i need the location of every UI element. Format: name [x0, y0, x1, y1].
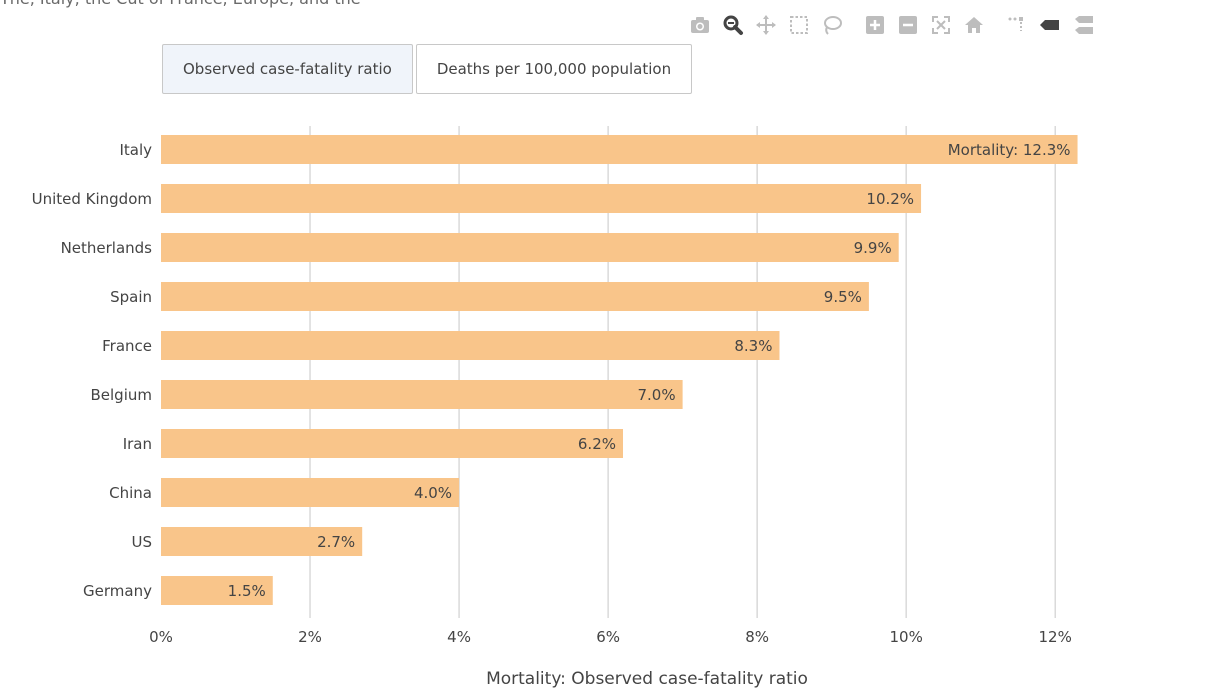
bar-data-label: 8.3% — [734, 337, 772, 355]
bar[interactable] — [161, 429, 623, 458]
bar-data-label: Mortality: 12.3% — [948, 141, 1071, 159]
deaths-per-100000-button[interactable]: Deaths per 100,000 population — [415, 44, 693, 94]
zoom-in-icon[interactable] — [861, 11, 889, 39]
pan-icon[interactable] — [752, 11, 780, 39]
bar-data-label: 7.0% — [638, 386, 676, 404]
bar[interactable] — [161, 380, 683, 409]
zoom-out-icon[interactable] — [894, 11, 922, 39]
y-category-label: Germany — [83, 582, 152, 600]
y-category-label: Spain — [110, 288, 152, 306]
x-tick-label: 6% — [596, 628, 620, 646]
bar[interactable] — [161, 282, 869, 311]
y-category-label: Netherlands — [61, 239, 153, 257]
bar-data-label: 10.2% — [866, 190, 914, 208]
zoom-icon[interactable] — [719, 11, 747, 39]
bar[interactable] — [161, 478, 460, 507]
x-tick-label: 10% — [889, 628, 922, 646]
y-category-label: China — [109, 484, 152, 502]
bar[interactable] — [161, 576, 273, 605]
camera-icon[interactable] — [686, 11, 714, 39]
bar[interactable] — [161, 184, 922, 213]
cropped-caption-text: The, Italy, the Cut of France, Europe, a… — [0, 0, 640, 9]
x-tick-label: 4% — [447, 628, 471, 646]
y-category-label: US — [131, 533, 152, 551]
x-tick-label: 2% — [298, 628, 322, 646]
bar[interactable] — [161, 331, 780, 360]
bar[interactable] — [161, 135, 1078, 164]
spike-lines-icon[interactable] — [1003, 11, 1031, 39]
x-tick-label: 12% — [1039, 628, 1072, 646]
y-category-label: United Kingdom — [32, 190, 152, 208]
hover-compare-icon[interactable] — [1069, 11, 1097, 39]
metric-toggle-group: Observed case-fatality ratio Deaths per … — [162, 44, 693, 94]
bar[interactable] — [161, 527, 363, 556]
observed-case-fatality-ratio-button[interactable]: Observed case-fatality ratio — [162, 44, 413, 94]
bar-data-label: 1.5% — [228, 582, 266, 600]
hover-closest-icon[interactable] — [1036, 11, 1064, 39]
y-category-label: Italy — [119, 141, 152, 159]
bar[interactable] — [161, 233, 899, 262]
x-tick-label: 8% — [745, 628, 769, 646]
bar-data-label: 4.0% — [414, 484, 452, 502]
lasso-icon[interactable] — [818, 11, 846, 39]
y-category-label: France — [102, 337, 152, 355]
bar-data-label: 9.9% — [854, 239, 892, 257]
bar-data-label: 6.2% — [578, 435, 616, 453]
x-axis-title: Mortality: Observed case-fatality ratio — [486, 669, 808, 689]
x-tick-label: 0% — [149, 628, 173, 646]
reset-axes-icon[interactable] — [960, 11, 988, 39]
y-category-label: Iran — [123, 435, 152, 453]
bar-data-label: 2.7% — [317, 533, 355, 551]
autoscale-icon[interactable] — [927, 11, 955, 39]
bar-data-label: 9.5% — [824, 288, 862, 306]
box-select-icon[interactable] — [785, 11, 813, 39]
y-category-label: Belgium — [91, 386, 153, 404]
chart-modebar — [686, 10, 1102, 40]
